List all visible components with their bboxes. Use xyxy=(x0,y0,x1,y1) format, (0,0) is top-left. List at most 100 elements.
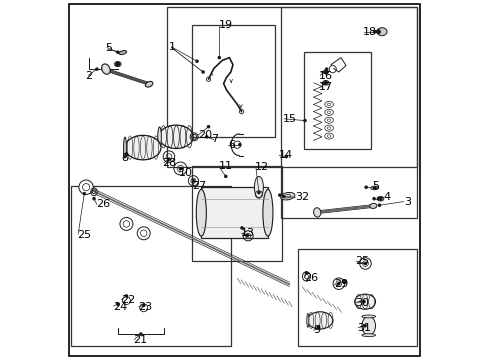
Circle shape xyxy=(285,156,287,158)
Ellipse shape xyxy=(361,334,375,337)
Text: 12: 12 xyxy=(255,162,269,172)
Circle shape xyxy=(218,57,220,59)
Ellipse shape xyxy=(369,203,376,208)
Circle shape xyxy=(207,126,209,128)
Text: 11: 11 xyxy=(218,161,232,171)
Circle shape xyxy=(116,62,120,66)
Ellipse shape xyxy=(280,193,294,200)
Circle shape xyxy=(303,120,305,122)
Text: 5: 5 xyxy=(371,181,378,192)
Circle shape xyxy=(202,71,204,73)
Text: 7: 7 xyxy=(211,134,218,144)
Ellipse shape xyxy=(306,314,308,327)
Circle shape xyxy=(378,204,380,206)
Text: 29: 29 xyxy=(333,279,347,289)
Text: 30: 30 xyxy=(355,298,368,308)
Ellipse shape xyxy=(307,312,332,329)
Circle shape xyxy=(337,283,339,285)
Text: 1: 1 xyxy=(168,42,176,52)
Circle shape xyxy=(365,186,366,188)
Text: 6: 6 xyxy=(227,140,234,150)
Circle shape xyxy=(117,51,119,53)
Circle shape xyxy=(317,326,319,328)
Text: 5: 5 xyxy=(104,42,112,53)
Text: 28: 28 xyxy=(162,158,176,168)
Text: 20: 20 xyxy=(197,130,211,140)
Bar xyxy=(201,187,267,238)
Ellipse shape xyxy=(263,189,272,236)
Text: 27: 27 xyxy=(192,181,206,192)
Ellipse shape xyxy=(361,316,375,335)
Circle shape xyxy=(278,194,280,196)
Ellipse shape xyxy=(313,208,320,217)
Text: 15: 15 xyxy=(283,114,296,124)
Text: 9: 9 xyxy=(312,325,319,336)
Circle shape xyxy=(325,68,327,70)
Circle shape xyxy=(238,144,241,146)
Circle shape xyxy=(179,167,181,170)
Text: 22: 22 xyxy=(121,294,135,305)
Circle shape xyxy=(257,192,260,194)
Bar xyxy=(297,249,416,346)
Text: 13: 13 xyxy=(241,228,254,238)
Ellipse shape xyxy=(145,81,153,87)
Text: 25: 25 xyxy=(77,230,91,240)
Circle shape xyxy=(363,325,366,327)
Circle shape xyxy=(324,82,325,84)
Circle shape xyxy=(83,193,85,195)
Circle shape xyxy=(79,180,93,194)
Circle shape xyxy=(192,180,194,182)
Circle shape xyxy=(167,158,170,160)
Circle shape xyxy=(96,68,98,70)
Circle shape xyxy=(125,295,127,297)
Circle shape xyxy=(224,175,226,177)
Circle shape xyxy=(205,136,207,138)
Text: 16: 16 xyxy=(318,71,332,81)
Circle shape xyxy=(373,187,375,189)
Circle shape xyxy=(142,304,144,306)
Bar xyxy=(167,7,416,167)
Text: 18: 18 xyxy=(363,27,377,37)
Circle shape xyxy=(324,81,326,84)
Ellipse shape xyxy=(159,125,193,148)
Text: 26: 26 xyxy=(96,199,110,210)
Text: 3: 3 xyxy=(404,197,410,207)
Bar xyxy=(71,186,231,346)
Ellipse shape xyxy=(361,315,375,318)
Circle shape xyxy=(93,198,95,200)
Ellipse shape xyxy=(323,70,328,74)
Text: 2: 2 xyxy=(85,71,92,81)
Text: 26: 26 xyxy=(304,273,318,283)
Circle shape xyxy=(117,303,119,305)
Ellipse shape xyxy=(102,64,110,74)
Circle shape xyxy=(305,272,307,274)
Circle shape xyxy=(125,153,127,155)
Text: 17: 17 xyxy=(318,82,332,92)
Text: 21: 21 xyxy=(133,335,147,345)
Ellipse shape xyxy=(377,197,383,201)
Text: 25: 25 xyxy=(355,256,369,266)
Ellipse shape xyxy=(254,176,263,198)
Text: 8: 8 xyxy=(121,153,128,163)
Circle shape xyxy=(372,198,374,200)
Text: 19: 19 xyxy=(218,20,232,30)
Ellipse shape xyxy=(196,189,206,236)
Ellipse shape xyxy=(158,127,161,147)
Text: 10: 10 xyxy=(179,168,193,178)
Circle shape xyxy=(364,262,366,265)
Bar xyxy=(192,166,282,261)
Circle shape xyxy=(196,60,198,62)
Ellipse shape xyxy=(119,50,126,55)
Bar xyxy=(303,52,370,149)
Bar xyxy=(192,25,275,137)
Text: 24: 24 xyxy=(113,302,127,312)
Text: 23: 23 xyxy=(138,302,152,312)
Circle shape xyxy=(140,333,142,335)
Circle shape xyxy=(246,234,248,237)
Text: 4: 4 xyxy=(383,192,390,202)
Ellipse shape xyxy=(125,135,161,160)
Circle shape xyxy=(378,197,381,200)
Circle shape xyxy=(376,30,380,33)
Ellipse shape xyxy=(354,294,375,309)
Ellipse shape xyxy=(114,62,121,67)
